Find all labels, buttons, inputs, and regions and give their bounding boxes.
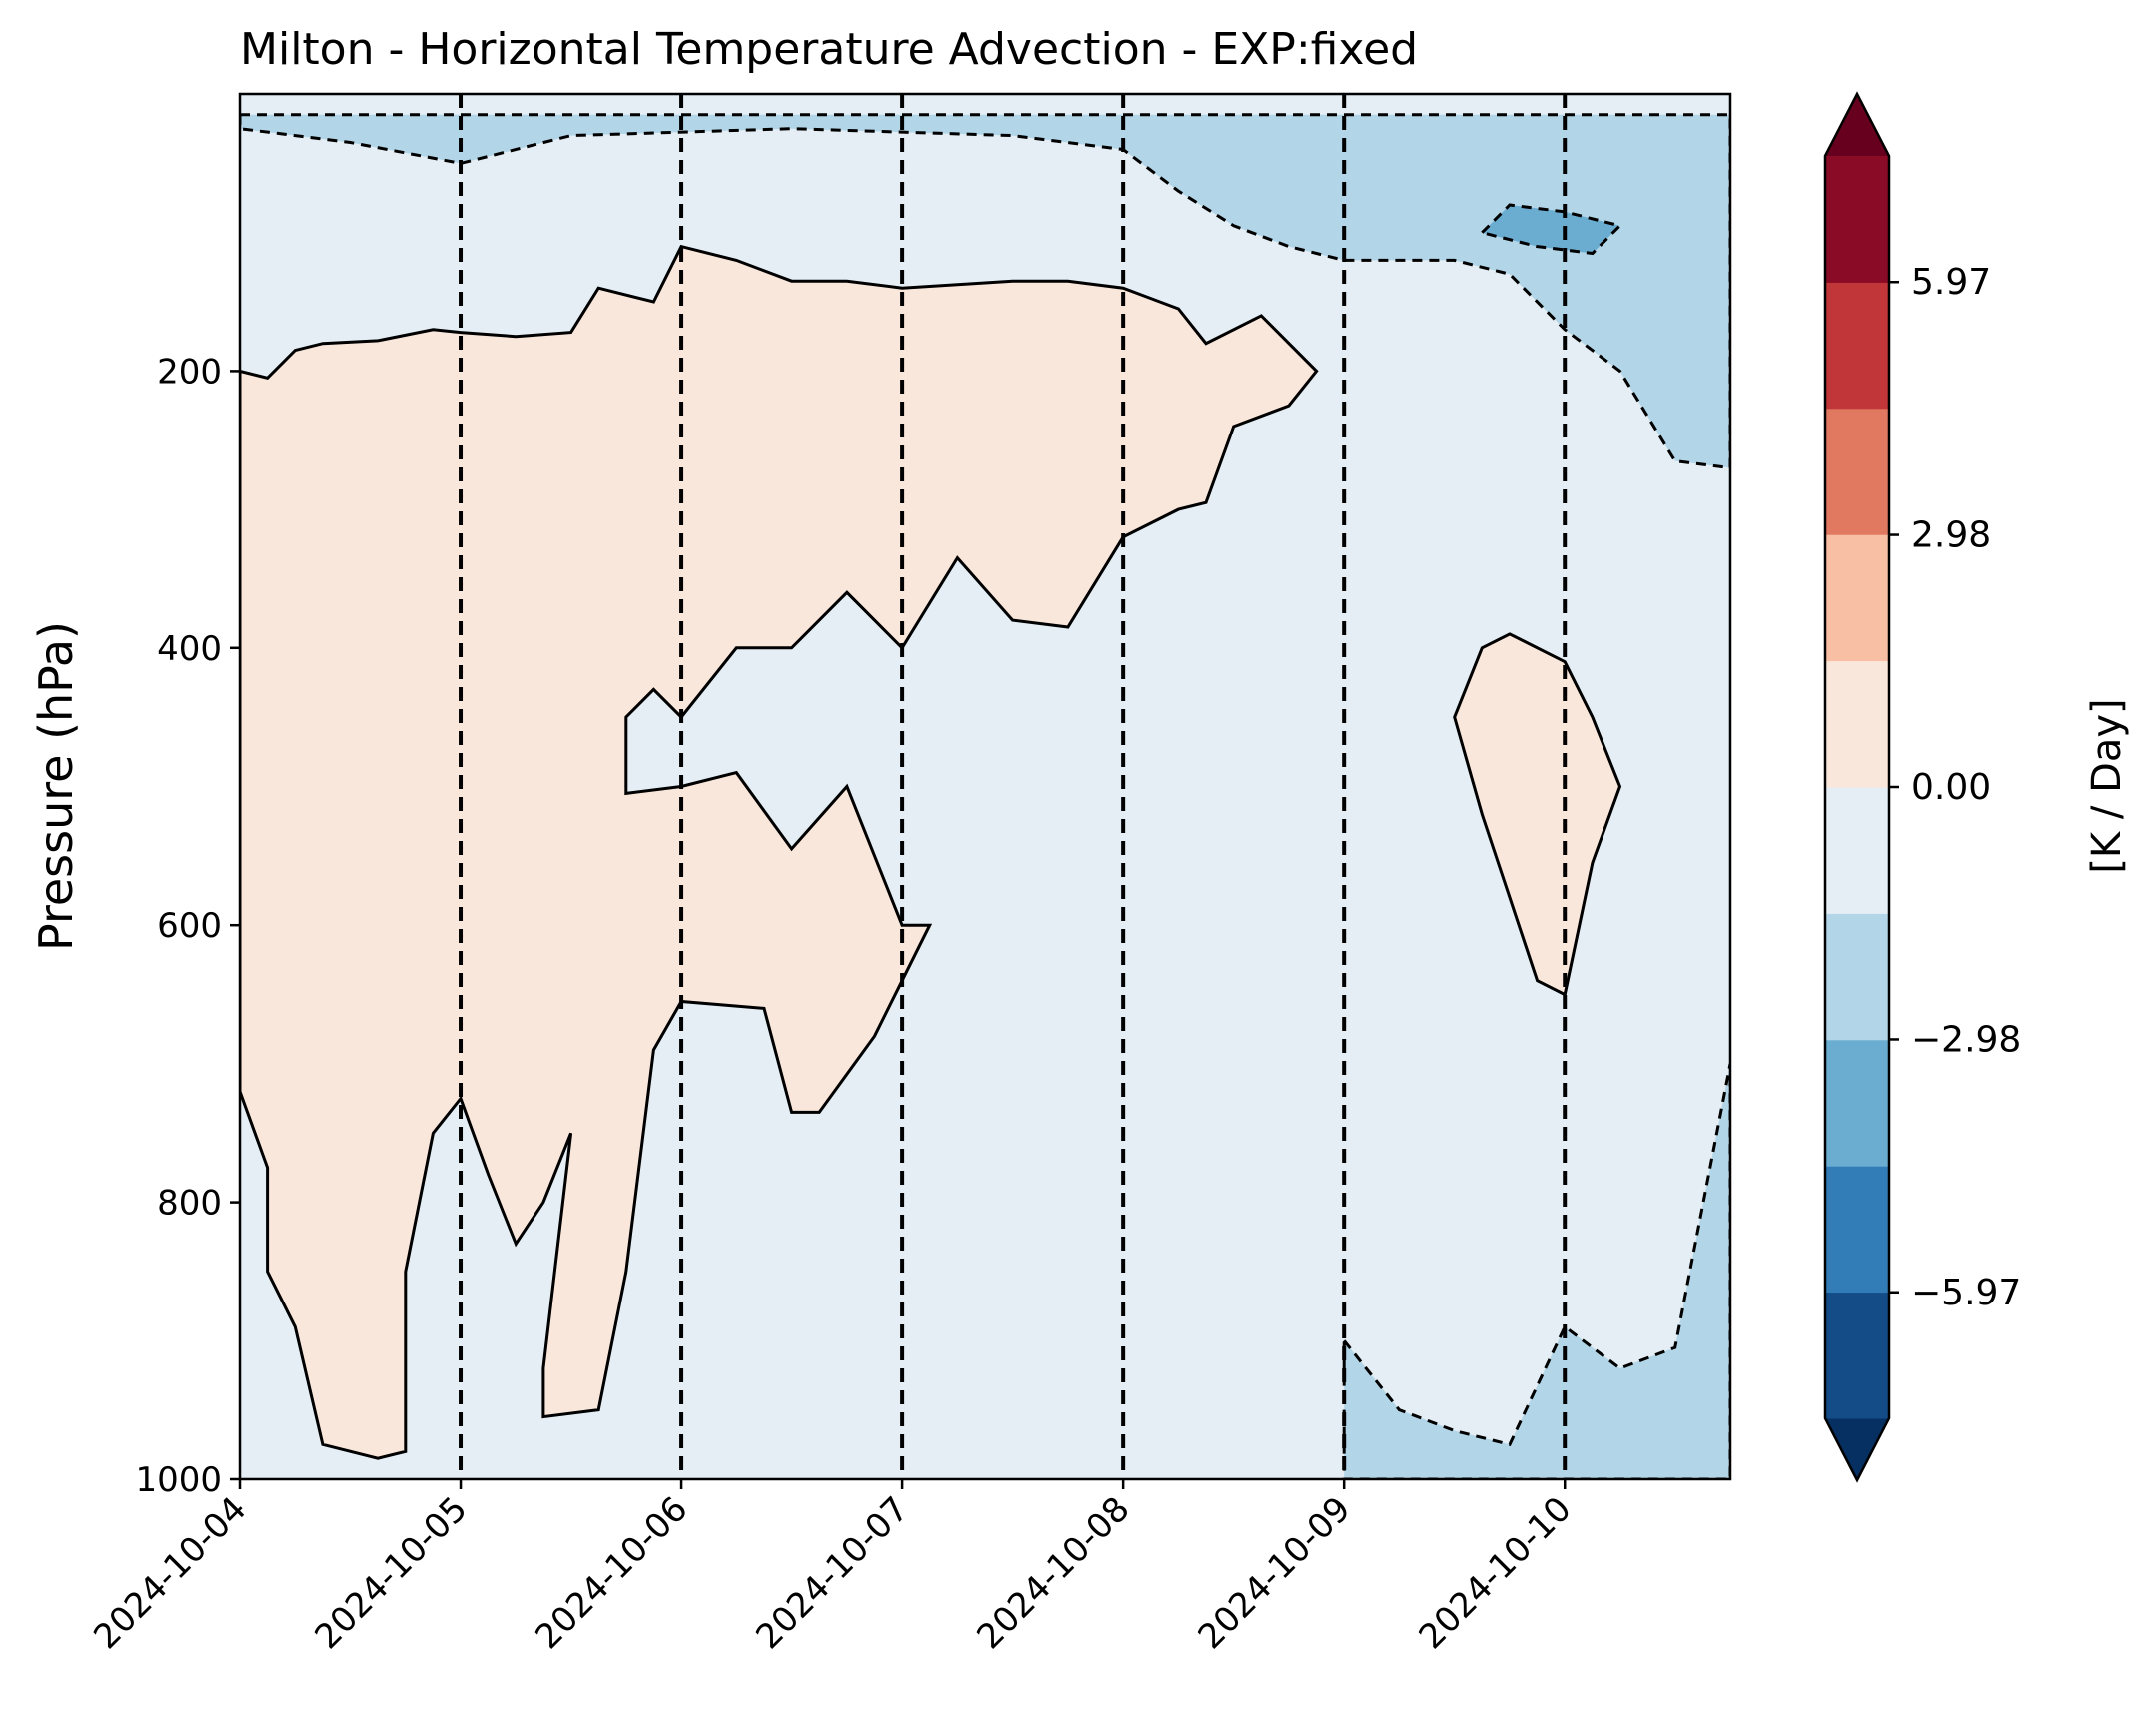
- colorbar-bin-3: [1825, 913, 1889, 1041]
- plot-frame: [238, 92, 1732, 1481]
- colorbar-bin-4: [1825, 787, 1889, 914]
- colorbar-bin-9: [1825, 156, 1889, 283]
- colorbar-tick-label-4: 5.97: [1911, 262, 1991, 303]
- colorbar-bin-6: [1825, 534, 1889, 662]
- chart-title: Milton - Horizontal Temperature Advectio…: [240, 24, 1418, 75]
- colorbar-tick-label-0: −5.97: [1911, 1273, 2021, 1313]
- x-tick-label-4: 2024-10-08: [970, 1489, 1138, 1657]
- colorbar-bin-0: [1825, 1292, 1889, 1419]
- x-tick-label-0: 2024-10-04: [86, 1489, 254, 1657]
- y-tick-label-3: 800: [157, 1184, 222, 1224]
- colorbar-label: [K / Day]: [2084, 698, 2130, 873]
- colorbar-bin-8: [1825, 282, 1889, 410]
- colorbar-bin-1: [1825, 1166, 1889, 1294]
- plot-area: [238, 92, 1732, 1481]
- contour-layer: [240, 113, 1730, 1479]
- contour-region-3: [240, 113, 1730, 470]
- colorbar-extend-min: [1825, 1418, 1889, 1480]
- contour-region-0: [240, 244, 1319, 1460]
- y-axis-label: Pressure (hPa): [29, 621, 83, 951]
- colorbar-tick-label-3: 2.98: [1911, 515, 1991, 556]
- x-tick-label-1: 2024-10-05: [307, 1489, 475, 1657]
- colorbar-bin-5: [1825, 660, 1889, 788]
- day-boundary-lines: [459, 94, 1568, 1479]
- x-tick-label-3: 2024-10-07: [748, 1489, 916, 1657]
- x-axis: 2024-10-04 2024-10-05 2024-10-06 2024-10-07…: [86, 1479, 1580, 1657]
- x-tick-label-2: 2024-10-06: [528, 1489, 695, 1657]
- x-tick-label-6: 2024-10-10: [1412, 1489, 1580, 1657]
- colorbar-outline: [1823, 91, 1891, 1483]
- y-tick-label-4: 1000: [135, 1460, 222, 1500]
- y-tick-label-0: 200: [157, 352, 222, 392]
- colorbar-bin-7: [1825, 408, 1889, 535]
- y-tick-label-2: 600: [157, 906, 222, 946]
- x-tick-label-5: 2024-10-09: [1191, 1489, 1359, 1657]
- colorbar-tick-label-2: 0.00: [1911, 767, 1991, 808]
- colorbar: −5.97 −2.98 0.00 2.98 5.97: [1823, 91, 2021, 1483]
- contour-region-1: [1453, 632, 1622, 997]
- y-axis: 200 400 600 800 1000: [135, 352, 240, 1500]
- contour-region-2: [1342, 1063, 1730, 1479]
- colorbar-tick-label-1: −2.98: [1911, 1019, 2021, 1060]
- contour-region-4: [1479, 203, 1623, 256]
- colorbar-extend-max: [1825, 94, 1889, 156]
- colorbar-bin-2: [1825, 1039, 1889, 1167]
- y-tick-label-1: 400: [157, 629, 222, 669]
